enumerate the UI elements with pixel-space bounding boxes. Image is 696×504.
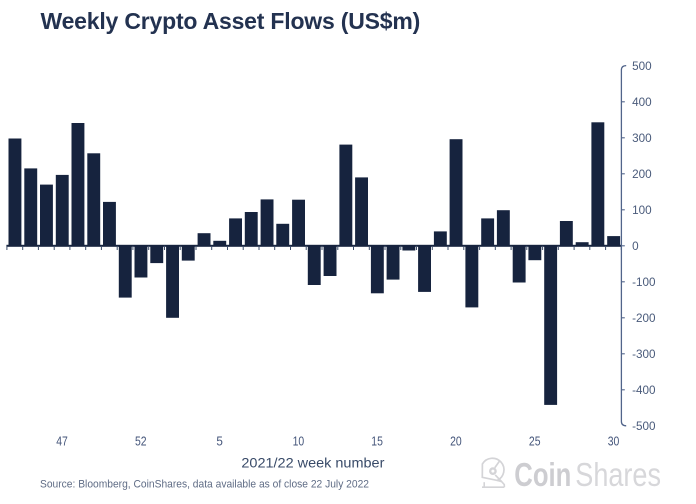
svg-text:20: 20 [450,433,462,448]
svg-text:Source: Bloomberg, CoinShares,: Source: Bloomberg, CoinShares, data avai… [40,478,369,490]
svg-text:-300: -300 [632,348,656,361]
svg-text:200: 200 [632,168,652,181]
svg-text:-100: -100 [632,276,656,289]
svg-text:Shares: Shares [575,456,661,493]
svg-text:500: 500 [632,60,652,73]
svg-text:25: 25 [529,433,541,448]
svg-text:Weekly Crypto Asset Flows (US$: Weekly Crypto Asset Flows (US$m) [41,8,421,34]
svg-text:400: 400 [632,96,652,109]
svg-text:30: 30 [608,433,620,448]
svg-text:-500: -500 [632,420,656,433]
svg-text:Coin: Coin [514,456,571,493]
svg-text:300: 300 [632,132,652,145]
svg-text:-200: -200 [632,312,656,325]
svg-text:10: 10 [293,433,305,448]
svg-text:0: 0 [632,240,639,253]
svg-text:5: 5 [216,433,223,448]
svg-text:47: 47 [56,433,68,448]
svg-text:2021/22 week number: 2021/22 week number [241,454,384,470]
svg-text:100: 100 [632,204,652,217]
svg-text:15: 15 [371,433,383,448]
svg-text:52: 52 [135,433,147,448]
svg-text:-400: -400 [632,384,656,397]
